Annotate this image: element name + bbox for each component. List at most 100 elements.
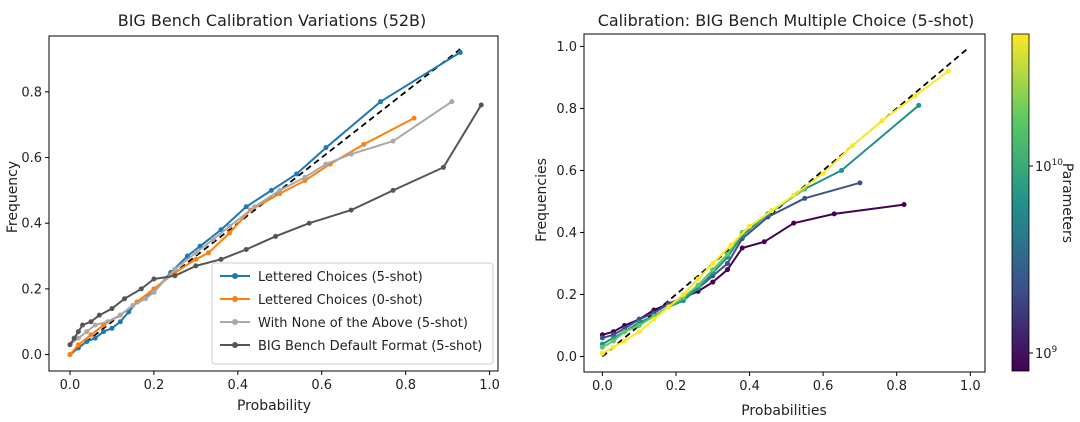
data-point — [724, 267, 730, 273]
data-point — [348, 207, 354, 213]
data-point — [67, 352, 73, 358]
data-point — [117, 319, 123, 325]
data-point — [769, 208, 775, 214]
data-point — [710, 260, 716, 266]
data-point — [193, 263, 199, 269]
x-tick-label: 0.8 — [886, 379, 907, 394]
data-point — [252, 204, 258, 210]
data-point — [636, 322, 642, 328]
data-point — [457, 49, 463, 55]
data-point — [88, 332, 94, 338]
data-point — [857, 180, 863, 186]
data-point — [71, 335, 77, 341]
x-tick-label: 0.2 — [144, 378, 165, 393]
data-point — [323, 145, 329, 151]
colorbar-gradient — [1011, 33, 1030, 372]
x-tick-label: 0.0 — [592, 379, 613, 394]
data-point — [724, 260, 730, 266]
data-point — [390, 138, 396, 144]
data-point — [831, 211, 837, 217]
data-point — [109, 325, 115, 331]
x-tick-label: 0.6 — [311, 378, 332, 393]
legend-box — [211, 262, 494, 365]
colorbar-tick-label: 1010 — [1035, 158, 1063, 175]
data-point — [610, 338, 616, 344]
data-point — [791, 220, 797, 226]
y-tick-label: 0.6 — [21, 151, 42, 166]
data-point — [728, 242, 734, 248]
data-point — [80, 322, 86, 328]
data-point — [791, 192, 797, 198]
legend-marker — [232, 273, 238, 279]
data-point — [122, 296, 128, 302]
series-line — [601, 104, 920, 345]
data-point — [440, 164, 446, 170]
data-point — [680, 291, 686, 297]
data-point — [747, 223, 753, 229]
data-point — [193, 256, 199, 262]
data-point — [710, 279, 716, 285]
data-point — [390, 187, 396, 193]
data-point — [695, 276, 701, 282]
data-point — [75, 329, 81, 335]
data-point — [695, 282, 701, 288]
data-point — [226, 223, 232, 229]
legend-label: BIG Bench Default Format (5-shot) — [258, 339, 482, 354]
x-axis-label: Probabilities — [741, 403, 827, 419]
data-point — [411, 115, 417, 121]
data-point — [84, 329, 90, 335]
legend-label: Lettered Choices (5-shot) — [258, 270, 423, 285]
data-point — [268, 187, 274, 193]
data-point — [306, 220, 312, 226]
data-point — [75, 342, 81, 348]
data-point — [850, 143, 856, 149]
data-point — [88, 319, 94, 325]
y-tick-label: 0.0 — [556, 350, 577, 365]
series-line — [602, 181, 861, 339]
x-tick-label: 0.2 — [666, 379, 687, 394]
data-point — [621, 338, 627, 344]
y-tick-label: 0.4 — [21, 217, 42, 232]
data-point — [205, 250, 211, 256]
data-point — [636, 329, 642, 335]
x-tick-label: 1.0 — [960, 379, 981, 394]
data-point — [101, 329, 107, 335]
legend-entry: Lettered Choices (0-shot) — [220, 293, 423, 308]
legend-label: Lettered Choices (0-shot) — [258, 293, 423, 308]
data-point — [105, 319, 111, 325]
data-point — [879, 118, 885, 124]
data-point — [323, 161, 329, 167]
data-point — [130, 302, 136, 308]
data-point — [478, 102, 484, 108]
data-point — [610, 344, 616, 350]
legend-marker — [232, 319, 238, 325]
data-point — [138, 286, 144, 292]
data-point — [820, 171, 826, 177]
data-point — [599, 344, 605, 350]
data-point — [172, 273, 178, 279]
data-point — [218, 256, 224, 262]
chart-multiple-choice-calibration: Calibration: BIG Bench Multiple Choice (… — [534, 11, 1075, 419]
data-point — [739, 245, 745, 251]
data-point — [599, 350, 605, 356]
x-tick-label: 0.4 — [739, 379, 760, 394]
data-point — [912, 93, 918, 99]
data-point — [243, 204, 249, 210]
x-axis-label: Probability — [237, 398, 311, 414]
data-point — [151, 276, 157, 282]
data-point — [75, 335, 81, 341]
data-point — [294, 171, 300, 177]
y-tick-label: 0.2 — [21, 282, 42, 297]
chart-title: Calibration: BIG Bench Multiple Choice (… — [598, 11, 975, 30]
y-tick-label: 0.8 — [21, 85, 42, 100]
y-tick-label: 0.2 — [556, 288, 577, 303]
data-point — [802, 195, 808, 201]
y-tick-label: 0.4 — [556, 226, 577, 241]
y-tick-label: 0.0 — [21, 348, 42, 363]
data-point — [92, 322, 98, 328]
data-point — [599, 335, 605, 341]
data-point — [761, 239, 767, 245]
y-axis-label: Frequencies — [534, 158, 550, 242]
legend-label: With None of the Above (5-shot) — [258, 316, 468, 331]
x-tick-label: 1.0 — [479, 378, 500, 393]
